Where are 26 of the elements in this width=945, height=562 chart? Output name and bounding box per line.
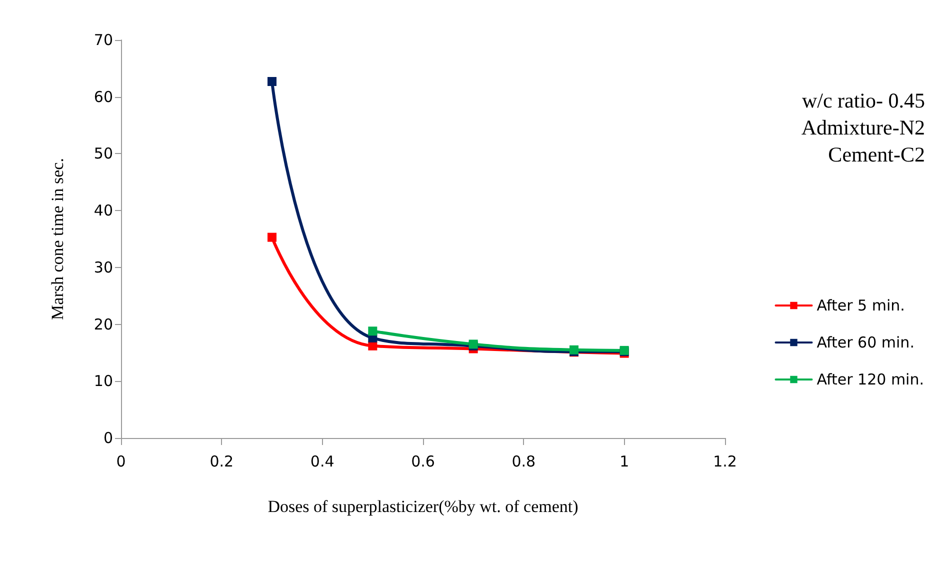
text: Admixture-N2 [801, 116, 926, 140]
x-tick-label: 1.2 [713, 452, 737, 470]
y-tick-label: 50 [94, 144, 113, 163]
y-tick-label: 30 [94, 258, 113, 276]
x-tick-label: 0.8 [512, 452, 536, 470]
x-tick-label: 0.4 [310, 452, 334, 470]
point [268, 77, 276, 86]
legend-label: After 5 min. [816, 296, 905, 314]
text: w/c ratio- 0.45 [802, 88, 925, 112]
x-tick-label: 0 [116, 452, 126, 470]
legend-label: After 120 min. [816, 370, 924, 388]
y-tick-label: 70 [94, 31, 113, 49]
y-tick-label: 60 [94, 88, 113, 106]
text: Cement-C2 [828, 142, 926, 166]
x-tick-label: 0.6 [411, 452, 435, 470]
y-tick-label: 40 [94, 202, 113, 220]
legend-label: After 60 min. [816, 334, 914, 352]
x-axis-title: Doses of superplasticizer(%by wt. of cement) [268, 497, 578, 516]
point [268, 232, 276, 242]
x-tick-label: 0.2 [210, 452, 234, 470]
y-tick-label: 10 [94, 372, 113, 390]
y-tick-label: 0 [103, 429, 113, 447]
y-axis-title: Marsh cone time in sec. [48, 158, 67, 320]
x-tick-label: 1 [620, 452, 630, 470]
point [368, 326, 378, 336]
y-tick-label: 20 [94, 315, 113, 334]
